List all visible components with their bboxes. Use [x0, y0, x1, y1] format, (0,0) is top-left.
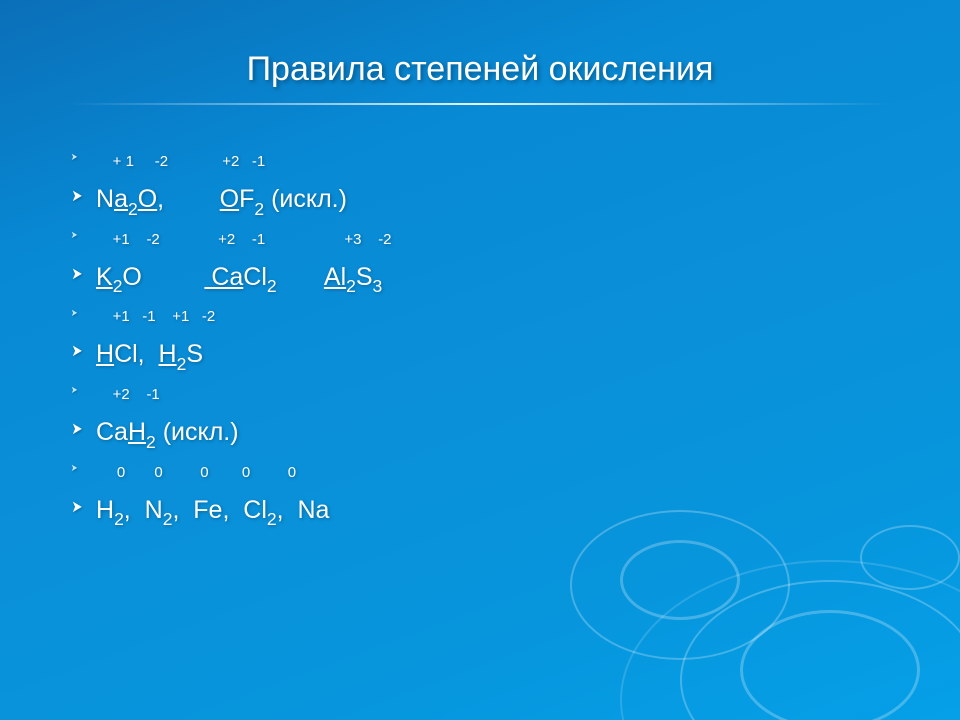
body-line-1: Na2O, OF2 (искл.) [70, 178, 890, 223]
body-line-8: 0 0 0 0 0 [70, 456, 890, 489]
body-line-5: HCl, H2S [70, 333, 890, 378]
title-underline [70, 103, 890, 105]
body-line-0: + 1 -2 +2 -1 [70, 145, 890, 178]
slide: Правила степеней окисления + 1 -2 +2 -1N… [0, 0, 960, 720]
body-line-7: CaH2 (искл.) [70, 411, 890, 456]
slide-body: + 1 -2 +2 -1Na2O, OF2 (искл.) +1 -2 +2 -… [70, 145, 890, 533]
body-line-9: H2, N2, Fe, Cl2, Na [70, 489, 890, 534]
body-line-4: +1 -1 +1 -2 [70, 300, 890, 333]
body-line-6: +2 -1 [70, 378, 890, 411]
slide-title: Правила степеней окисления [70, 50, 890, 89]
body-line-3: K2O CaCl2 Al2S3 [70, 256, 890, 301]
body-line-2: +1 -2 +2 -1 +3 -2 [70, 223, 890, 256]
